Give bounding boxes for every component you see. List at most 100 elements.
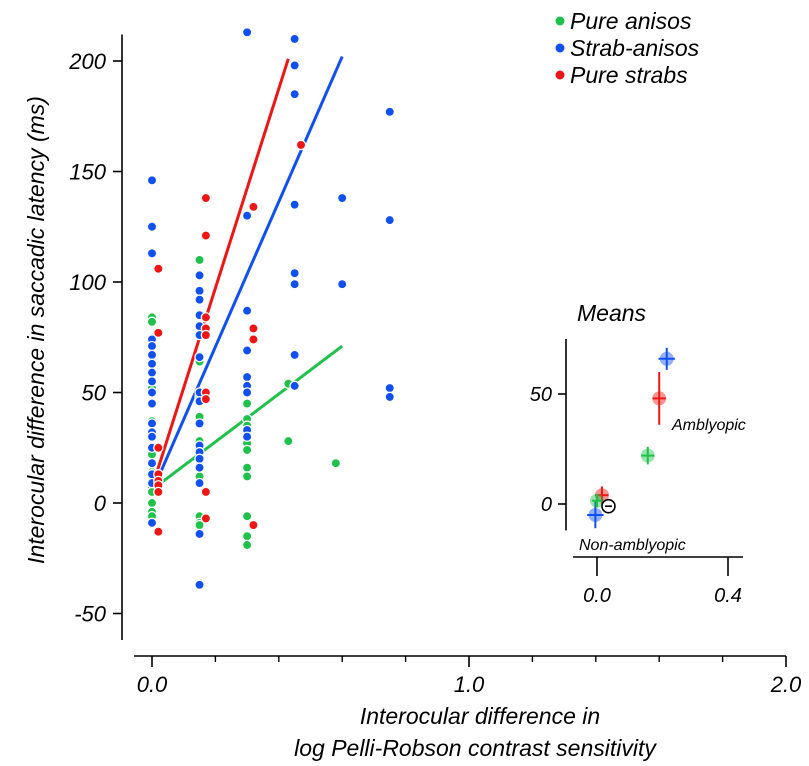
data-point-strab-anisos [146, 358, 158, 370]
data-point-strab-anisos [289, 199, 300, 210]
y-tick-label: 50 [82, 381, 107, 406]
inset-label-amblyopic: Amblyopic [671, 417, 746, 434]
data-point-strab-anisos [194, 579, 205, 591]
data-point-pure-anisos [283, 435, 294, 447]
data-point-pure-strabs [200, 513, 212, 524]
data-point-strab-anisos [146, 376, 158, 387]
legend-marker-strab-anisos [555, 43, 565, 53]
data-point-strab-anisos [194, 270, 205, 281]
inset-mean-points [587, 347, 675, 529]
legend: Pure anisos Strab-anisos Pure strabs [555, 8, 700, 88]
data-point-pure-strabs [200, 230, 212, 241]
legend-label-pure-anisos: Pure anisos [570, 8, 692, 34]
data-point-pure-anisos [146, 497, 158, 509]
x-tick-label: 2.0 [770, 672, 802, 697]
data-point-strab-anisos [384, 391, 395, 403]
data-point-pure-anisos [241, 398, 253, 409]
data-point-strab-anisos [146, 387, 158, 398]
x-axis-title-line-1: Interocular difference in [360, 703, 600, 729]
data-point-pure-anisos [146, 316, 158, 328]
data-point-strab-anisos [289, 33, 300, 45]
y-tick-label: 0 [94, 491, 107, 516]
data-point-strab-anisos [289, 88, 300, 100]
data-point-strab-anisos [384, 106, 395, 118]
data-point-strab-anisos [146, 431, 158, 442]
data-point-pure-strabs [248, 323, 259, 334]
data-point-strab-anisos [289, 60, 300, 71]
data-point-pure-strabs [153, 263, 164, 274]
data-point-strab-anisos [146, 175, 158, 186]
data-point-strab-anisos [241, 387, 253, 398]
data-point-pure-strabs [153, 486, 164, 498]
data-point-pure-strabs [248, 334, 259, 345]
data-point-strab-anisos [241, 210, 253, 221]
legend-label-strab-anisos: Strab-anisos [570, 35, 700, 61]
data-point-strab-anisos [336, 192, 348, 204]
data-point-strab-anisos [384, 214, 395, 226]
data-point-strab-anisos [146, 340, 158, 352]
data-point-strab-anisos [194, 453, 205, 465]
inset-label-non-amblyopic: Non-amblyopic [579, 537, 686, 554]
data-point-strab-anisos [194, 418, 205, 429]
data-point-strab-anisos [146, 248, 158, 259]
inset-x-tick-label: 0.4 [714, 585, 742, 607]
data-point-strab-anisos [194, 528, 205, 540]
data-point-strab-anisos [194, 351, 205, 363]
data-points [146, 27, 395, 591]
y-tick-label: -50 [74, 602, 107, 627]
legend-marker-pure-anisos [555, 16, 565, 26]
mean-marker-reference [601, 498, 616, 514]
data-point-pure-strabs [200, 192, 212, 204]
y-tick-label: 200 [68, 49, 106, 74]
data-point-pure-anisos [330, 457, 342, 469]
data-point-pure-strabs [200, 312, 212, 323]
data-point-strab-anisos [194, 477, 205, 489]
data-point-strab-anisos [289, 278, 300, 290]
data-point-strab-anisos [241, 27, 253, 38]
data-point-strab-anisos [146, 418, 158, 429]
data-point-strab-anisos [146, 349, 158, 361]
data-point-pure-strabs [153, 526, 164, 537]
inset-y-tick-label: 50 [530, 384, 552, 406]
data-point-strab-anisos [336, 278, 348, 290]
inset-title: Means [577, 300, 647, 326]
data-point-strab-anisos [146, 221, 158, 232]
data-point-strab-anisos [241, 305, 253, 316]
data-point-pure-anisos [241, 462, 253, 473]
data-point-strab-anisos [289, 267, 300, 279]
x-tick-label: 1.0 [454, 672, 485, 697]
fit-line-pure-strabs [150, 58, 290, 488]
data-point-strab-anisos [289, 349, 300, 361]
x-axis-title-line-2: log Pelli-Robson contrast sensitivity [294, 735, 657, 761]
data-point-pure-strabs [248, 201, 259, 213]
y-tick-label: 150 [69, 160, 106, 185]
data-point-pure-anisos [241, 539, 253, 551]
main-scatter-plot: -50 0 50 100 150 200 0.0 1.0 2.0 Interocular dif… [23, 27, 802, 761]
data-point-strab-anisos [146, 367, 158, 378]
means-inset-plot: Means 0 50 0.0 0.4 Amblyopic Non-amblyopic [530, 300, 746, 607]
inset-y-tick-label: 0 [541, 494, 552, 516]
data-point-strab-anisos [289, 380, 300, 392]
data-point-strab-anisos [146, 398, 158, 409]
main-axes: -50 0 50 100 150 200 0.0 1.0 2.0 [68, 34, 802, 697]
data-point-strab-anisos [194, 462, 205, 473]
legend-marker-pure-strabs [555, 70, 565, 80]
data-point-strab-anisos [241, 371, 253, 383]
data-point-pure-strabs [200, 329, 212, 341]
y-tick-label: 100 [69, 270, 106, 295]
fit-line-strab-anisos [150, 55, 344, 493]
data-point-strab-anisos [241, 345, 253, 356]
inset-axes: 0 50 0.0 0.4 [530, 339, 743, 607]
data-point-strab-anisos [194, 294, 205, 305]
y-axis-title: Interocular difference in saccadic laten… [23, 96, 49, 564]
legend-label-pure-strabs: Pure strabs [570, 62, 688, 88]
data-point-strab-anisos [241, 431, 253, 442]
data-point-strab-anisos [146, 457, 158, 469]
data-point-pure-anisos [194, 254, 205, 266]
data-point-pure-anisos [241, 444, 253, 456]
data-point-pure-anisos [241, 471, 253, 482]
x-tick-label: 0.0 [137, 672, 168, 697]
data-point-pure-anisos [241, 530, 253, 542]
data-point-strab-anisos [194, 285, 205, 297]
